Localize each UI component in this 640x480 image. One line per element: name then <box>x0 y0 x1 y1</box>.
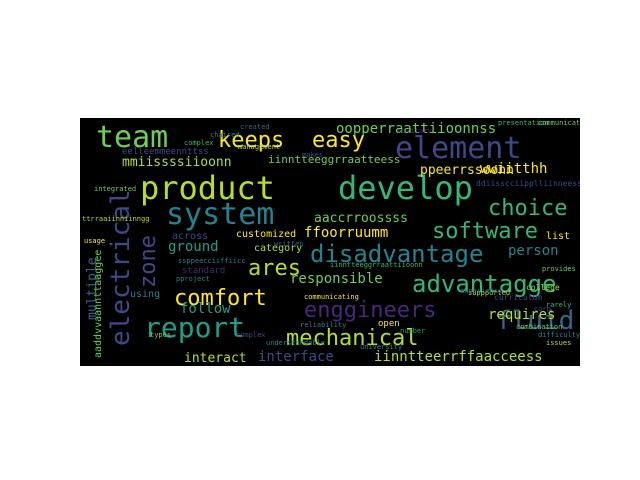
word-customized: customized <box>236 229 297 240</box>
word-project: pproject <box>176 275 210 283</box>
word-comfort: comfort <box>174 286 267 311</box>
word-product: product <box>140 169 275 207</box>
word-types: types <box>150 331 172 339</box>
word-using: using <box>130 289 161 300</box>
word-reliability: reliability <box>300 321 347 329</box>
word-integrated: integrated <box>94 185 137 193</box>
word-advantage-double: aaddvvaannttaaggee <box>93 249 104 358</box>
word-report: report <box>144 311 246 344</box>
word-specific: ssppeecciiffiicc <box>178 257 246 265</box>
word-military: military <box>398 127 432 135</box>
word-college: college <box>526 283 560 292</box>
word-enggineers: enggineers <box>304 298 437 323</box>
word-complex: complex <box>184 139 214 147</box>
word-difficulty: difficulty <box>538 331 580 339</box>
word-presentation: presentation <box>498 119 549 127</box>
word-disadvantage: disadvantage <box>310 240 484 268</box>
word-follow: follow <box>180 301 231 317</box>
word-standard: standard <box>182 266 226 276</box>
word-ares: ares <box>248 256 301 281</box>
word-training: ttrraaiinniinngg <box>82 215 150 223</box>
word-integration: iinntteeggrraattiioonn <box>330 261 423 269</box>
word-mechanical: mechanical <box>286 326 419 351</box>
word-makes: makes <box>302 151 324 159</box>
word-chaired: chaired <box>210 131 240 139</box>
word-corp: corp <box>534 305 551 313</box>
word-list: list <box>546 231 571 242</box>
word-keeps: keeps <box>218 128 285 153</box>
word-curriculum: curriculum <box>494 293 543 302</box>
word-usage: usage <box>84 237 106 245</box>
word-complex-2: complex <box>236 331 266 339</box>
word-team: team <box>96 120 169 155</box>
word-understandable: understandable <box>266 339 326 347</box>
word-across-double: aaccrroossss <box>314 211 408 226</box>
word-responsible: responsible <box>290 271 383 287</box>
word-easy: easy <box>312 128 365 153</box>
word-element: element <box>395 131 522 166</box>
word-choice: choice <box>488 196 568 221</box>
word-written: written <box>274 240 304 248</box>
word-with: wwiitthh <box>480 161 548 177</box>
word-electrical: electrical <box>106 189 136 346</box>
word-advantagge: advantagge <box>412 270 557 298</box>
word-discipline: ddiisscciipplliinneess <box>476 179 580 188</box>
word-combination: combination <box>516 323 563 331</box>
word-experience: experience <box>460 287 503 295</box>
word-person-double: ppeerrssoonn <box>420 163 514 178</box>
word-zone: zone <box>136 235 161 288</box>
word-created: created <box>240 123 270 131</box>
word-interact: interact <box>184 351 247 366</box>
word-system: system <box>166 197 275 232</box>
word-rarely: rarely <box>546 301 572 309</box>
word-communication: communication <box>538 119 580 127</box>
word-interface: interface <box>258 349 334 365</box>
word-operation: oopperraattiioonnss <box>336 121 497 137</box>
word-develop: develop <box>338 169 473 207</box>
word-category: category <box>254 243 303 254</box>
word-management: management <box>238 143 281 151</box>
word-ground: ground <box>168 239 219 255</box>
word-issues: issues <box>546 339 572 347</box>
word-communicating: communicating <box>304 293 359 301</box>
word-person: person <box>508 243 559 259</box>
word-software: software <box>432 219 538 244</box>
word-provides: provides <box>542 265 576 273</box>
word-forum: ffoorruumm <box>304 225 389 241</box>
word-supported: suppported <box>468 289 511 297</box>
word-number: number <box>400 327 426 335</box>
word-interest: iinntteeggrraatteess <box>268 153 401 166</box>
word-fluid: fluid <box>496 306 575 336</box>
word-across: across <box>172 231 209 242</box>
word-requires: requires <box>488 307 556 323</box>
word-cloud-panel: team keeps easy element product develop … <box>80 118 580 366</box>
word-element-double: eelleemmeennttss <box>122 147 209 157</box>
word-interfaccess: iinntteerrffaacceess <box>374 349 543 365</box>
word-open: open <box>378 319 400 329</box>
word-university: university <box>360 343 403 351</box>
word-mission: mmiissssiioonn <box>122 155 232 170</box>
